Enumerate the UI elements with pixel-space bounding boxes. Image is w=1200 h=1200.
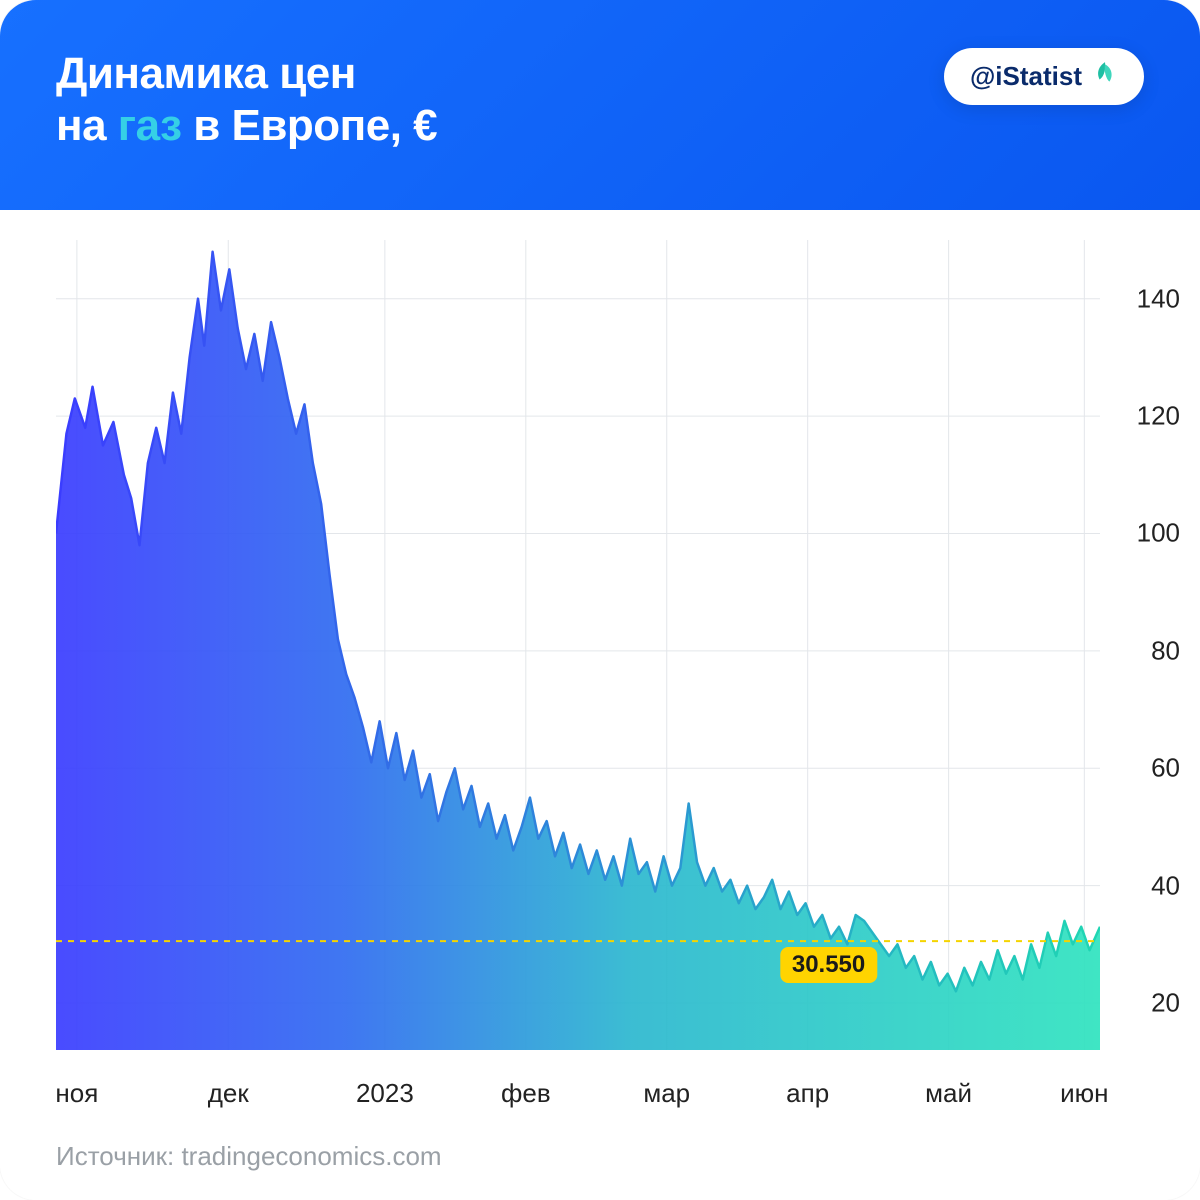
y-tick-label: 100 bbox=[1137, 518, 1180, 549]
title-line1: Динамика цен bbox=[56, 49, 356, 98]
x-tick-label: 2023 bbox=[356, 1078, 414, 1109]
chart-title: Динамика цен на газ в Европе, € bbox=[56, 48, 437, 152]
y-tick-label: 140 bbox=[1137, 283, 1180, 314]
title-line2-pre: на bbox=[56, 101, 118, 150]
source-badge[interactable]: @iStatist bbox=[944, 48, 1144, 105]
badge-label: @iStatist bbox=[970, 61, 1082, 92]
y-tick-label: 40 bbox=[1151, 870, 1180, 901]
title-line2-post: в Европе, € bbox=[182, 101, 438, 150]
x-tick-label: фев bbox=[501, 1078, 551, 1109]
y-tick-label: 60 bbox=[1151, 753, 1180, 784]
x-tick-label: ноя bbox=[55, 1078, 98, 1109]
chart-panel: 30.550 20 40 60 80 100 120 140 ноя дек 2023 фев ма… bbox=[0, 210, 1200, 1200]
source-text: tradingeconomics.com bbox=[181, 1141, 441, 1171]
x-tick-label: июн bbox=[1060, 1078, 1108, 1109]
source-prefix: Источник: bbox=[56, 1141, 181, 1171]
x-tick-label: май bbox=[925, 1078, 972, 1109]
header: Динамика цен на газ в Европе, € @iStatis… bbox=[0, 0, 1200, 210]
price-annotation: 30.550 bbox=[780, 947, 877, 983]
x-tick-label: мар bbox=[643, 1078, 690, 1109]
x-axis-labels: ноядек2023февмарапрмайиюн bbox=[56, 1070, 1100, 1110]
y-axis-labels: 20 40 60 80 100 120 140 bbox=[1110, 240, 1180, 1050]
card: Динамика цен на газ в Европе, € @iStatis… bbox=[0, 0, 1200, 1200]
y-tick-label: 20 bbox=[1151, 988, 1180, 1019]
title-highlight: газ bbox=[118, 101, 182, 150]
y-tick-label: 80 bbox=[1151, 635, 1180, 666]
area-chart: 30.550 bbox=[56, 240, 1100, 1050]
source-caption: Источник: tradingeconomics.com bbox=[56, 1141, 442, 1172]
y-tick-label: 120 bbox=[1137, 401, 1180, 432]
x-tick-label: дек bbox=[208, 1078, 249, 1109]
leaf-icon bbox=[1092, 60, 1118, 93]
x-tick-label: апр bbox=[786, 1078, 829, 1109]
